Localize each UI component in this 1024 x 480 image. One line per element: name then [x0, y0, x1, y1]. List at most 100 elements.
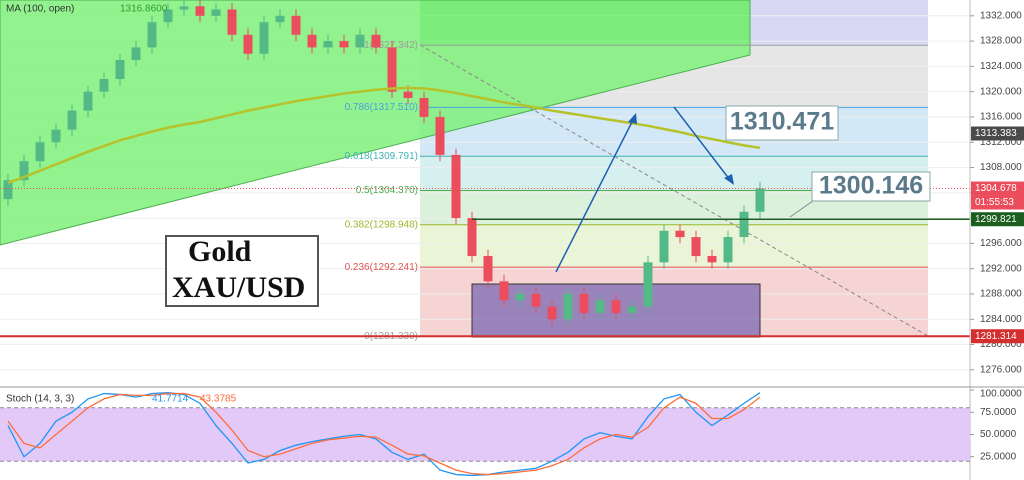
y-tick-label: 1284.000 [980, 314, 1022, 325]
candle-body [419, 97, 429, 117]
zone [750, 0, 928, 45]
candle-body [675, 230, 685, 238]
annotation-box [725, 105, 839, 141]
stoch-pane: 25.0000 50.0000 75.0000 100.0000 [0, 389, 1022, 477]
candle-body [99, 79, 109, 92]
candle-body [403, 91, 413, 98]
candle-body [195, 6, 205, 16]
candle-body [611, 300, 621, 313]
y-tick-label: 1308.000 [980, 162, 1022, 173]
annotation: 1310.471 [730, 108, 834, 136]
arrow [673, 106, 731, 181]
candle-body [499, 281, 509, 301]
candle-body [451, 154, 461, 219]
y-tick-label: 1292.000 [980, 263, 1022, 274]
candle-body [211, 9, 221, 16]
candle-body [243, 34, 253, 54]
candle-body [83, 91, 93, 111]
candle-body [147, 22, 157, 48]
channel [0, 0, 751, 246]
indicator-value: 43.3785 [200, 394, 237, 405]
candle-body [163, 9, 173, 23]
candle-body [67, 110, 77, 130]
marks [0, 0, 970, 338]
candle-body [3, 180, 13, 200]
candle-body [371, 34, 381, 48]
countdown: 01:55:53 [975, 197, 1014, 208]
price-badge [971, 126, 1024, 141]
indicator-value: 41.7714 [152, 394, 189, 405]
y-tick-label: 1332.000 [980, 10, 1022, 21]
price-badge [971, 181, 1024, 196]
y-tick-label: 1312.000 [980, 137, 1022, 148]
indicator-title[interactable]: MA (100, open) [6, 4, 74, 15]
candle-body [339, 41, 349, 48]
y-tick-label: 50.0000 [980, 429, 1017, 440]
y-tick-label: 1324.000 [980, 61, 1022, 72]
indicator-title[interactable]: Stoch (14, 3, 3) [6, 394, 74, 405]
annotation: 1300.146 [819, 172, 923, 200]
fib-label: 0.786(1317.510) [345, 102, 418, 113]
candle-body [579, 293, 589, 313]
candle-body [755, 188, 765, 212]
candle-body [435, 116, 445, 155]
fib-label: 0.5(1304.370) [356, 185, 418, 196]
y-tick-label: 75.0000 [980, 407, 1017, 418]
arrow-head [724, 174, 734, 185]
candle-body [739, 211, 749, 238]
candle-body [483, 256, 493, 282]
candle-body [259, 22, 269, 54]
y-tick-label: 25.0000 [980, 451, 1017, 462]
candle-body [723, 237, 733, 263]
fib-label: 1(1327.342) [364, 40, 418, 51]
candle-body [227, 9, 237, 35]
price-badge-label: 1299.821 [975, 214, 1017, 225]
candle-body [627, 306, 637, 313]
annotation-box [811, 171, 931, 202]
candle-body [387, 47, 397, 92]
candle-body [643, 262, 653, 307]
countdown-badge [971, 195, 1024, 210]
y-tick-label: 1288.000 [980, 289, 1022, 300]
price-badge-label: 1304.678 [975, 183, 1017, 194]
fib-zone [420, 224, 928, 268]
candle-body [515, 293, 525, 301]
candle-body [275, 15, 285, 23]
arrow [555, 117, 635, 273]
y-tick-label: 1320.000 [980, 86, 1022, 97]
candle-body [595, 300, 605, 313]
candle-body [19, 161, 29, 181]
candle-body [707, 256, 717, 263]
candle-body [659, 230, 669, 263]
moving-average [7, 86, 761, 184]
watermark: Gold [188, 235, 252, 268]
candle-body [179, 6, 189, 10]
y-tick-label: 1328.000 [980, 36, 1022, 47]
candle-body [115, 60, 125, 80]
candle-body [691, 237, 701, 257]
y-tick-label: 1316.000 [980, 112, 1022, 123]
candle-body [51, 129, 61, 143]
stoch-line [7, 392, 761, 476]
price-badge [971, 212, 1024, 227]
price-badge-label: 1281.314 [975, 331, 1017, 342]
candle-body [35, 142, 45, 162]
arrow-head [628, 113, 637, 124]
candle-body [355, 34, 365, 48]
candle-body [467, 218, 477, 257]
y-tick-label: 100.0000 [980, 389, 1022, 400]
candle-body [547, 306, 557, 320]
y-tick-label: 1276.000 [980, 364, 1022, 375]
candle-body [131, 47, 141, 61]
candle-body [531, 293, 541, 307]
fib-label: 0.618(1309.791) [345, 151, 418, 162]
watermark: XAU/USD [172, 271, 305, 304]
fib-label: 0.236(1292.241) [345, 262, 418, 273]
price-badge-label: 1313.383 [975, 128, 1017, 139]
price-badge [971, 329, 1024, 344]
candle-body [291, 15, 301, 35]
fib-label: 0.382(1298.948) [345, 219, 418, 230]
indicator-value: 1316.8600 [120, 4, 168, 15]
candle-body [323, 41, 333, 48]
